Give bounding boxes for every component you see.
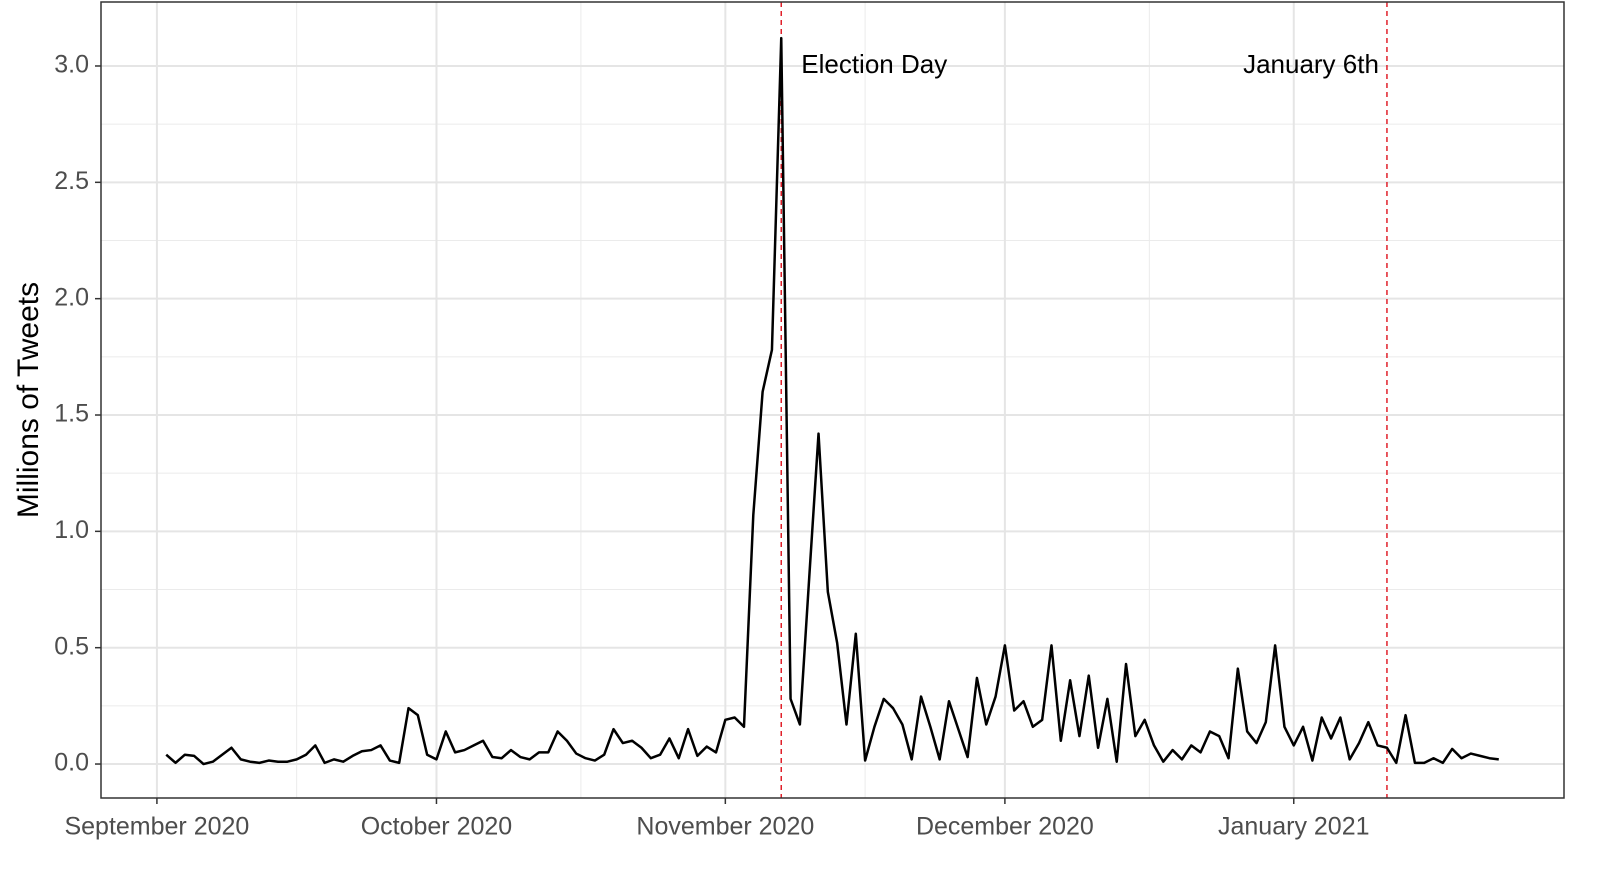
annotation-label: Election Day bbox=[801, 49, 947, 79]
y-tick-label: 3.0 bbox=[54, 51, 89, 79]
y-tick-label: 1.5 bbox=[54, 400, 89, 428]
annotation-label: January 6th bbox=[1243, 49, 1379, 79]
y-axis-label: Millions of Tweets bbox=[12, 282, 45, 518]
x-tick-label: January 2021 bbox=[1218, 813, 1370, 841]
y-tick-label: 0.0 bbox=[54, 749, 89, 777]
x-tick-label: September 2020 bbox=[64, 813, 249, 841]
y-tick-label: 1.0 bbox=[54, 516, 89, 544]
plot-background bbox=[101, 2, 1564, 798]
y-tick-label: 0.5 bbox=[54, 632, 89, 660]
y-tick-label: 2.0 bbox=[54, 283, 89, 311]
data-line bbox=[165, 36, 1499, 766]
plot-border bbox=[100, 1, 1565, 799]
y-tick-label: 2.5 bbox=[54, 167, 89, 195]
x-tick-label: December 2020 bbox=[916, 813, 1094, 841]
x-tick-label: November 2020 bbox=[636, 813, 814, 841]
x-tick-label: October 2020 bbox=[361, 813, 513, 841]
